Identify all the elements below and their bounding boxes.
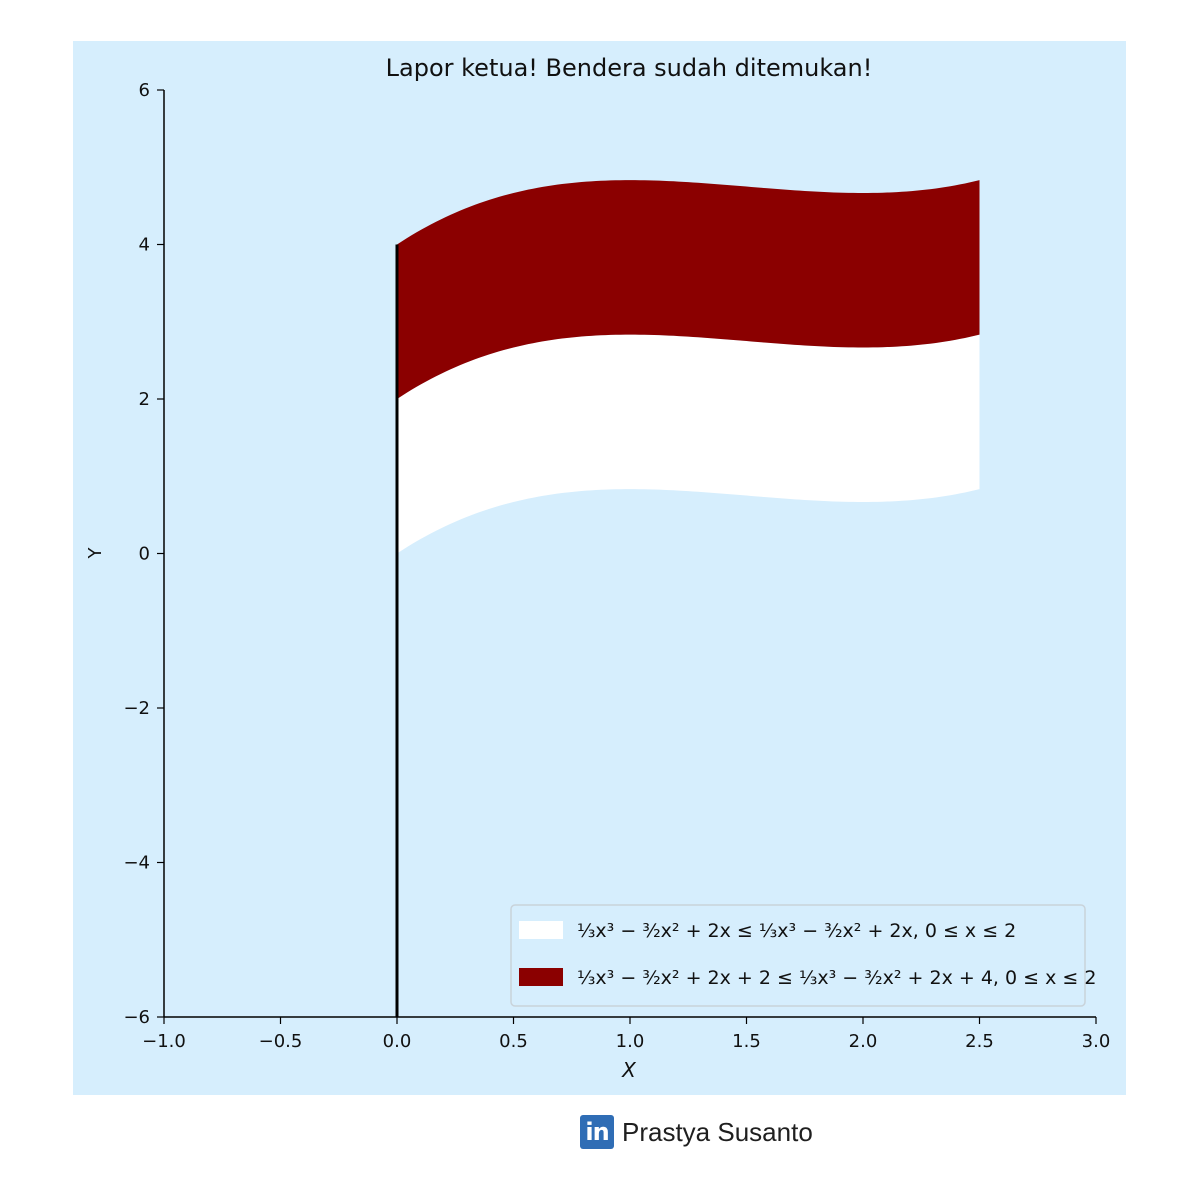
y-tick-label: −6 — [123, 1007, 150, 1028]
author-name: Prastya Susanto — [622, 1116, 813, 1147]
legend-box — [510, 904, 1086, 1007]
x-tick-label: −0.5 — [259, 1031, 303, 1052]
y-tick-label: 4 — [139, 235, 150, 256]
x-tick-label: 3.0 — [1082, 1031, 1111, 1052]
y-tick-label: 2 — [139, 389, 150, 410]
chart-title: Lapor ketua! Bendera sudah ditemukan! — [386, 54, 873, 82]
y-axis-label: Y — [85, 547, 106, 560]
x-tick-label: 2.0 — [849, 1031, 878, 1052]
y-tick-label: −4 — [123, 853, 150, 874]
linkedin-icon[interactable]: in — [580, 1115, 614, 1149]
x-axis-label: X — [621, 1058, 637, 1082]
x-tick-label: 2.5 — [965, 1031, 994, 1052]
author-credit: in Prastya Susanto — [580, 1115, 813, 1149]
legend-swatch-2 — [519, 968, 563, 986]
x-tick-label: 0.5 — [499, 1031, 528, 1052]
y-tick-label: 6 — [139, 80, 150, 101]
x-tick-label: 0.0 — [383, 1031, 412, 1052]
x-tick-label: −1.0 — [142, 1031, 186, 1052]
flag-band-2 — [397, 180, 980, 399]
legend-entry-2: ⅓x³ − ³⁄₂x² + 2x + 2 ≤ ⅓x³ − ³⁄₂x² + 2x … — [577, 967, 1096, 989]
x-tick-label: 1.5 — [732, 1031, 761, 1052]
flag-band-1 — [397, 334, 980, 554]
y-tick-label: −2 — [123, 698, 150, 719]
y-tick-label: 0 — [139, 544, 150, 565]
legend-entry-1: ⅓x³ − ³⁄₂x² + 2x ≤ ⅓x³ − ³⁄₂x² + 2x, 0 ≤… — [577, 920, 1016, 942]
legend-swatch-1 — [519, 921, 563, 939]
x-tick-label: 1.0 — [616, 1031, 645, 1052]
